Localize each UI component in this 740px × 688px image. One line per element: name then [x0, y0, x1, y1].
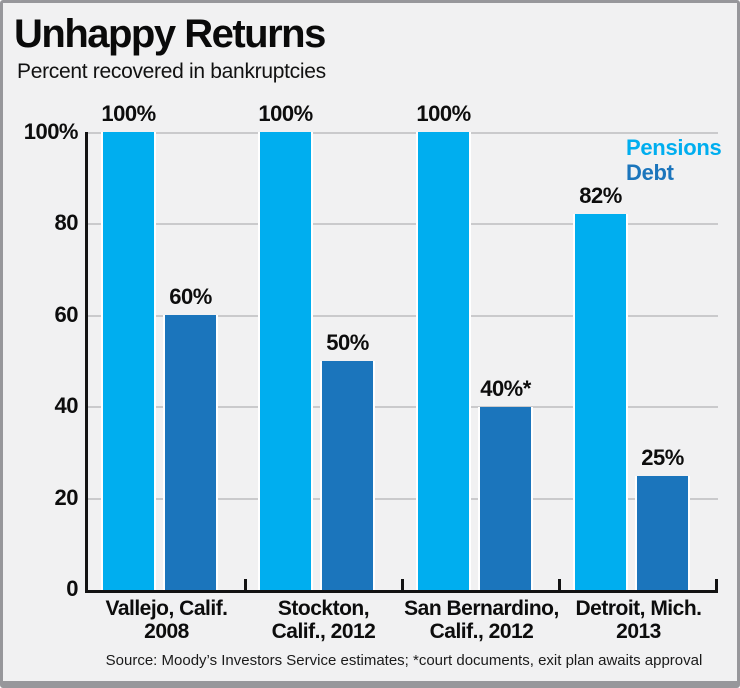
y-axis-tick-label: 80	[54, 210, 79, 235]
chart-subtitle: Percent recovered in bankruptcies	[17, 60, 326, 83]
legend-item-pensions: Pensions	[626, 135, 722, 160]
bar-group-stockton: 100% 50%	[245, 101, 402, 590]
legend: Pensions Debt	[626, 135, 722, 185]
bar-group-vallejo: 100% 60%	[88, 101, 245, 590]
bar-rect-debt	[163, 315, 218, 590]
x-axis-tick	[558, 579, 561, 590]
category-label-detroit: Detroit, Mich. 2013	[560, 597, 717, 643]
bar-san-bernardino-pensions: 100%	[416, 101, 471, 590]
bar-detroit-pensions: 82%	[573, 132, 628, 590]
bar-vallejo-pensions: 100%	[101, 101, 156, 590]
legend-item-debt: Debt	[626, 160, 674, 185]
category-line: Vallejo, Calif.	[105, 597, 228, 620]
bar-detroit-debt: 25%	[635, 132, 690, 590]
x-axis-tick	[401, 579, 404, 590]
x-axis-tick	[244, 579, 247, 590]
y-axis-tick-label: 100%	[23, 119, 79, 144]
bar-rect-pensions	[258, 132, 313, 590]
bar-rect-debt	[320, 361, 375, 590]
category-line: San Bernardino,	[404, 597, 559, 620]
category-line: Detroit, Mich.	[575, 597, 702, 620]
gridline-100	[88, 132, 718, 134]
source-note: Source: Moody’s Investors Service estima…	[105, 652, 703, 669]
bar-value-label: 100%	[258, 101, 313, 126]
category-line: Calif., 2012	[271, 620, 376, 643]
bar-value-label: 82%	[579, 183, 622, 209]
bar-stockton-pensions: 100%	[258, 101, 313, 590]
gridline-20	[88, 498, 718, 500]
category-line: Stockton,	[277, 597, 370, 620]
y-axis-tick-label: 20	[54, 485, 79, 510]
bar-value-label: 60%	[169, 284, 212, 310]
gridline-40	[88, 406, 718, 408]
bar-group-san-bernardino: 100% 40%*	[403, 101, 560, 590]
category-line: 2008	[144, 620, 189, 643]
bar-vallejo-debt: 60%	[163, 132, 218, 590]
bar-value-label: 25%	[641, 444, 684, 470]
category-line: 2013	[616, 620, 661, 643]
y-axis-tick-label: 60	[54, 302, 79, 327]
gridline-80	[88, 223, 718, 225]
x-axis-tick	[715, 579, 718, 590]
plot-area: 100% 60% 100% 50% 100%	[85, 101, 718, 593]
bar-san-bernardino-debt: 40%*	[478, 132, 533, 590]
y-axis-tick-label: 0	[66, 576, 78, 601]
bar-value-label: 100%	[416, 101, 471, 126]
category-label-san-bernardino: San Bernardino, Calif., 2012	[403, 597, 560, 643]
bar-rect-pensions	[573, 214, 628, 590]
category-label-stockton: Stockton, Calif., 2012	[245, 597, 402, 643]
gridline-60	[88, 315, 718, 317]
bar-rect-pensions	[416, 132, 471, 590]
bar-group-detroit: 82% 25%	[560, 132, 717, 590]
bar-value-label: 100%	[101, 101, 156, 126]
bar-rect-pensions	[101, 132, 156, 590]
bar-stockton-debt: 50%	[320, 132, 375, 590]
bar-rect-debt	[635, 475, 690, 590]
y-axis-tick-label: 40	[54, 393, 79, 418]
category-line: Calif., 2012	[429, 620, 534, 643]
bar-value-label: 40%*	[480, 375, 531, 401]
bar-value-label: 50%	[326, 330, 369, 355]
chart-title: Unhappy Returns	[14, 12, 326, 56]
bar-rect-debt	[478, 406, 533, 590]
category-label-vallejo: Vallejo, Calif. 2008	[88, 597, 245, 643]
